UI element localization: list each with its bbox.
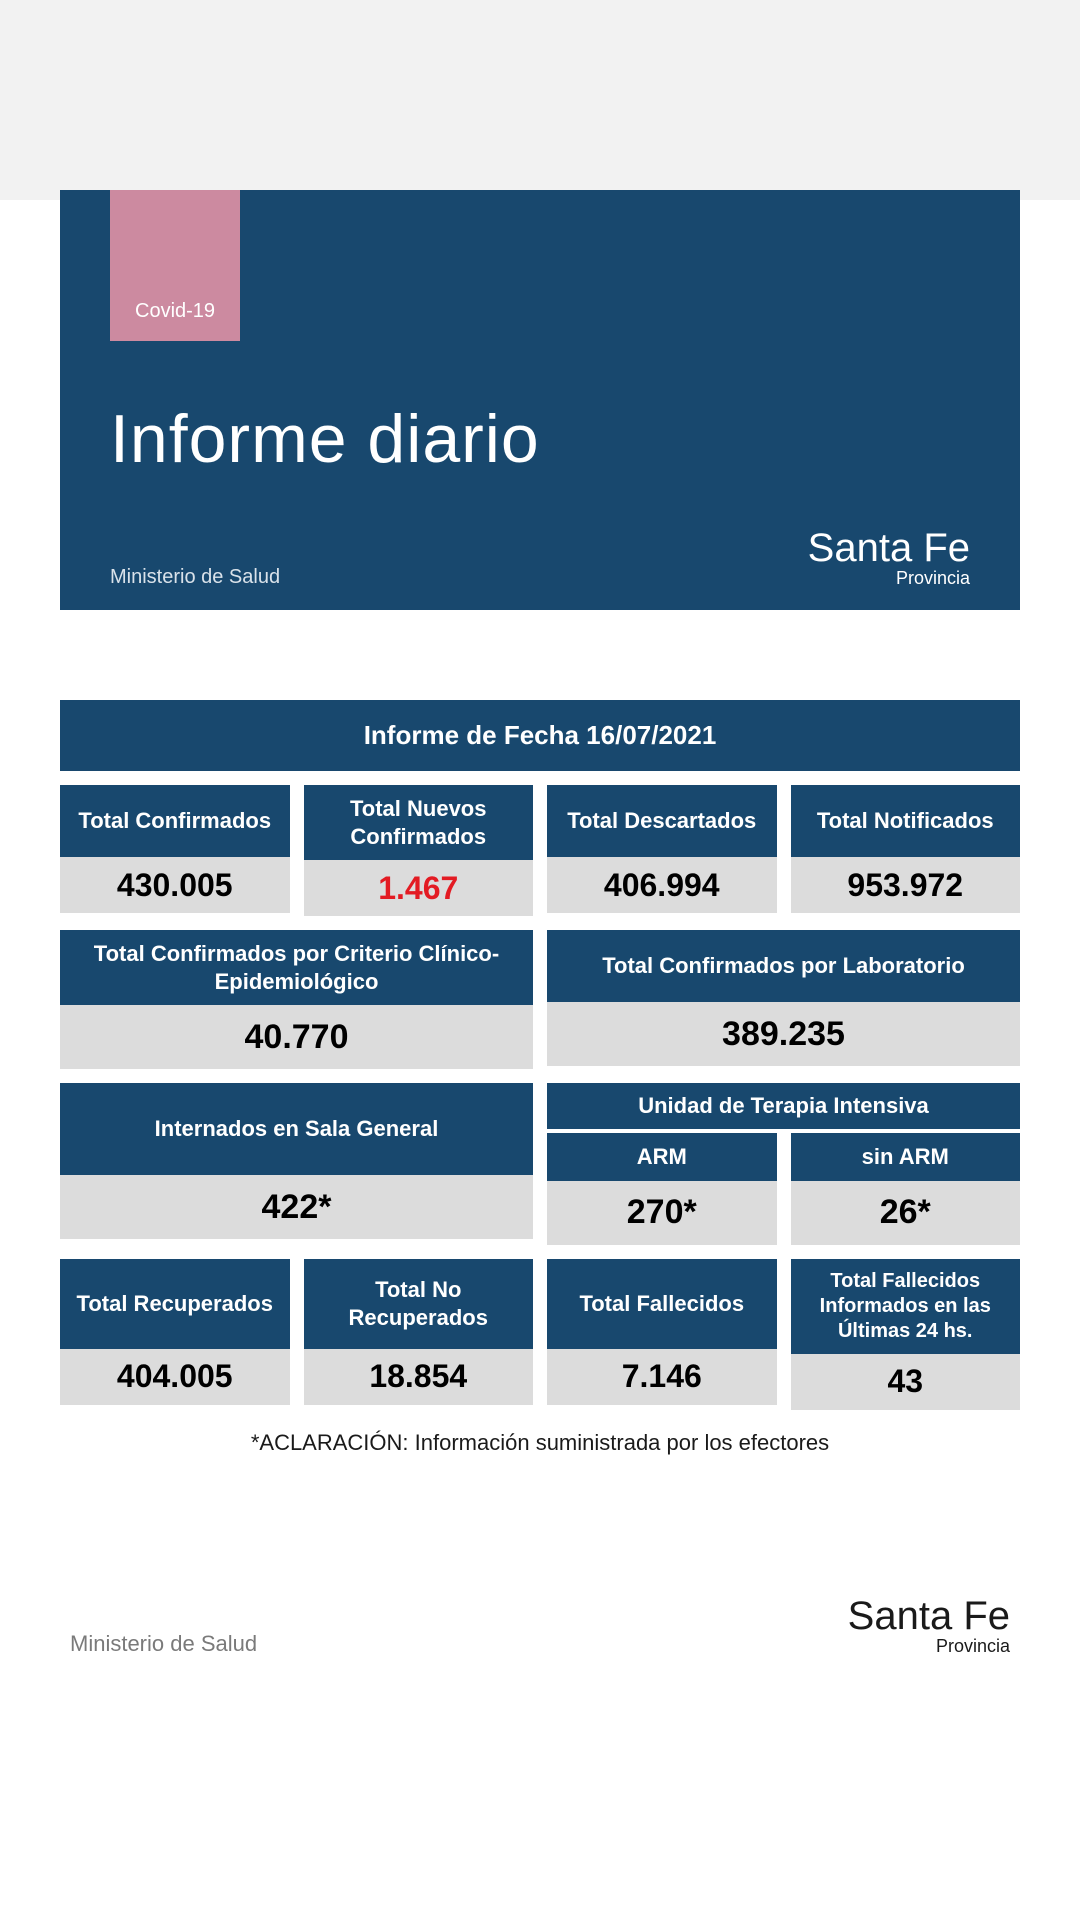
card-value: 43	[791, 1354, 1021, 1410]
card-value: 26*	[791, 1181, 1021, 1245]
stats-row-1: Total Confirmados 430.005 Total Nuevos C…	[60, 785, 1020, 916]
card-arm: ARM 270*	[547, 1133, 777, 1245]
card-sin-arm: sin ARM 26*	[791, 1133, 1021, 1245]
card-value: 270*	[547, 1181, 777, 1245]
top-gray-bar	[0, 0, 1080, 200]
card-value: 389.235	[547, 1002, 1020, 1066]
footnote: *ACLARACIÓN: Información suministrada po…	[60, 1430, 1020, 1456]
card-value: 18.854	[304, 1349, 534, 1405]
stats-row-4: Total Recuperados 404.005 Total No Recup…	[60, 1259, 1020, 1410]
footer-brand: Santa Fe Provincia	[848, 1596, 1010, 1657]
card-label: Total Confirmados por Criterio Clínico-E…	[60, 930, 533, 1005]
stats-row-3: Internados en Sala General 422* Unidad d…	[60, 1083, 1020, 1245]
uti-group: Unidad de Terapia Intensiva ARM 270* sin…	[547, 1083, 1020, 1245]
card-recuperados: Total Recuperados 404.005	[60, 1259, 290, 1410]
hero-banner: Covid-19 Informe diario Ministerio de Sa…	[60, 190, 1020, 610]
card-value: 404.005	[60, 1349, 290, 1405]
card-label: Total Fallecidos	[547, 1259, 777, 1349]
stats-grid: Total Confirmados 430.005 Total Nuevos C…	[60, 785, 1020, 1410]
uti-title: Unidad de Terapia Intensiva	[547, 1083, 1020, 1129]
page-footer: Ministerio de Salud Santa Fe Provincia	[60, 1596, 1020, 1657]
brand-sub: Provincia	[808, 568, 970, 589]
card-no-recuperados: Total No Recuperados 18.854	[304, 1259, 534, 1410]
card-fallecidos: Total Fallecidos 7.146	[547, 1259, 777, 1410]
card-value: 953.972	[791, 857, 1021, 913]
card-fallecidos-24h: Total Fallecidos Informados en las Últim…	[791, 1259, 1021, 1410]
brand-logo: Santa Fe Provincia	[808, 528, 970, 589]
card-value: 7.146	[547, 1349, 777, 1405]
card-value: 40.770	[60, 1005, 533, 1069]
card-label: Total Notificados	[791, 785, 1021, 857]
card-total-confirmados: Total Confirmados 430.005	[60, 785, 290, 916]
card-label: Total Recuperados	[60, 1259, 290, 1349]
card-nuevos-confirmados: Total Nuevos Confirmados 1.467	[304, 785, 534, 916]
card-label: sin ARM	[791, 1133, 1021, 1181]
page-content: Covid-19 Informe diario Ministerio de Sa…	[0, 190, 1080, 1737]
card-clinico-epi: Total Confirmados por Criterio Clínico-E…	[60, 930, 533, 1069]
card-notificados: Total Notificados 953.972	[791, 785, 1021, 916]
card-value-highlight: 1.467	[304, 860, 534, 916]
card-label: Total Confirmados por Laboratorio	[547, 930, 1020, 1002]
card-descartados: Total Descartados 406.994	[547, 785, 777, 916]
card-label: Total No Recuperados	[304, 1259, 534, 1349]
covid-badge: Covid-19	[110, 190, 240, 341]
footer-ministry: Ministerio de Salud	[70, 1631, 257, 1657]
card-label: Total Descartados	[547, 785, 777, 857]
card-label: Total Fallecidos Informados en las Últim…	[791, 1259, 1021, 1354]
footer-brand-sub: Provincia	[848, 1636, 1010, 1657]
card-label: Total Confirmados	[60, 785, 290, 857]
card-value: 406.994	[547, 857, 777, 913]
card-value: 422*	[60, 1175, 533, 1239]
card-label: Total Nuevos Confirmados	[304, 785, 534, 860]
footer-brand-main: Santa Fe	[848, 1596, 1010, 1636]
stats-row-2: Total Confirmados por Criterio Clínico-E…	[60, 930, 1020, 1069]
ministry-label: Ministerio de Salud	[110, 566, 280, 589]
card-laboratorio: Total Confirmados por Laboratorio 389.23…	[547, 930, 1020, 1069]
card-value: 430.005	[60, 857, 290, 913]
card-sala-general: Internados en Sala General 422*	[60, 1083, 533, 1245]
brand-main: Santa Fe	[808, 528, 970, 568]
card-label: Internados en Sala General	[60, 1083, 533, 1175]
date-bar: Informe de Fecha 16/07/2021	[60, 700, 1020, 771]
card-label: ARM	[547, 1133, 777, 1181]
report-title: Informe diario	[110, 400, 970, 478]
